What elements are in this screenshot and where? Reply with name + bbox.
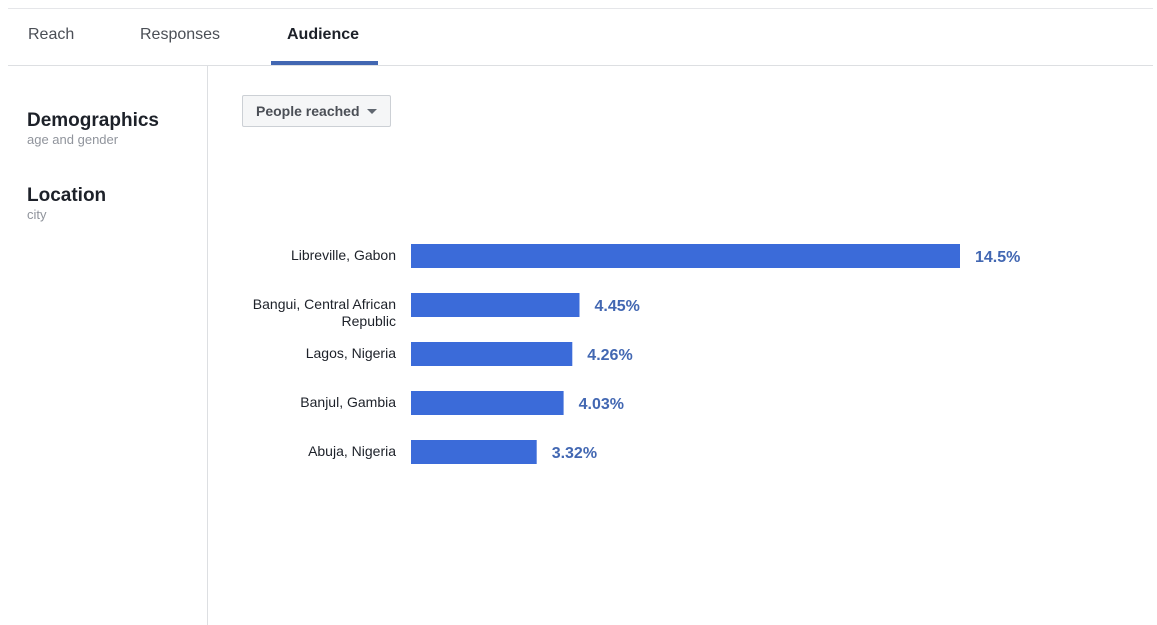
bar-category-label: Libreville, Gabon bbox=[291, 247, 396, 263]
sidebar-item-subtitle: age and gender bbox=[27, 132, 119, 147]
bar bbox=[411, 440, 537, 464]
caret-down-icon bbox=[367, 109, 377, 114]
bar-category-label-line: Banjul, Gambia bbox=[300, 394, 396, 410]
tab-audience[interactable]: Audience bbox=[287, 26, 360, 43]
bar-category-label: Lagos, Nigeria bbox=[306, 345, 396, 361]
top-divider bbox=[8, 8, 1153, 9]
active-tab-indicator bbox=[271, 61, 378, 65]
bar-value-label: 4.03% bbox=[579, 396, 624, 413]
bar bbox=[411, 342, 573, 366]
bar-category-label-line: Bangui, Central African bbox=[253, 296, 396, 312]
tab-reach[interactable]: Reach bbox=[28, 26, 75, 43]
bar-category-label-line: Abuja, Nigeria bbox=[308, 443, 396, 459]
bar-category-label-line: Libreville, Gabon bbox=[291, 247, 396, 263]
bar-category-label: Abuja, Nigeria bbox=[308, 443, 396, 459]
bar bbox=[411, 293, 580, 317]
tab-responses[interactable]: Responses bbox=[140, 26, 221, 43]
tab-bar: Reach Responses Audience bbox=[8, 9, 1153, 66]
dropdown-label: People reached bbox=[256, 103, 360, 119]
sidebar-item-title: Location bbox=[27, 185, 107, 206]
bar-category-label-line: Lagos, Nigeria bbox=[306, 345, 396, 361]
bar-value-label: 14.5% bbox=[975, 249, 1020, 266]
bar bbox=[411, 244, 960, 268]
bar-value-label: 3.32% bbox=[552, 445, 597, 462]
sidebar-item-subtitle: city bbox=[27, 207, 47, 222]
sidebar-item-location[interactable]: Location city bbox=[27, 185, 106, 223]
people-reached-dropdown[interactable]: People reached bbox=[242, 95, 391, 127]
bar-category-label: Banjul, Gambia bbox=[300, 394, 396, 410]
bar-category-label-line: Republic bbox=[342, 313, 396, 329]
bar-value-label: 4.26% bbox=[587, 347, 632, 364]
bar bbox=[411, 391, 564, 415]
sidebar: Demographics age and gender Location cit… bbox=[0, 66, 208, 625]
bar-category-label: Bangui, Central African Republic bbox=[253, 296, 396, 329]
sidebar-item-demographics[interactable]: Demographics age and gender bbox=[27, 110, 159, 148]
bar-value-label: 4.45% bbox=[595, 298, 640, 315]
sidebar-item-title: Demographics bbox=[27, 110, 159, 131]
